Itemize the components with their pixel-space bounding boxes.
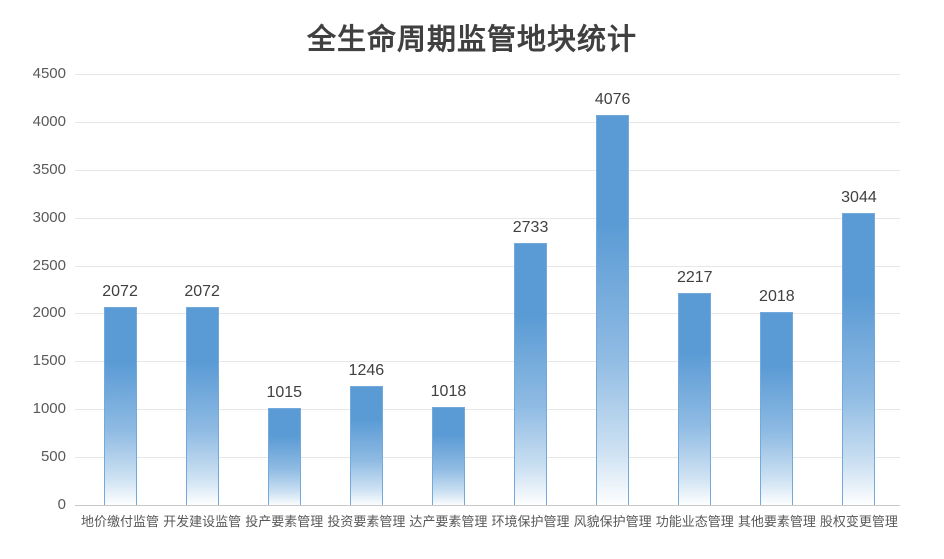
x-axis-category-label: 股权变更管理 [819,514,898,529]
x-axis-category-label: 功能业态管理 [655,514,734,529]
bar-value-label: 2072 [102,282,138,300]
bar-投资要素管理 [349,385,383,506]
x-axis-category-label: 其他要素管理 [737,514,816,529]
bar-value-label: 2072 [184,282,220,300]
x-axis-category-label: 达产要素管理 [409,514,488,529]
bar-value-label: 4076 [594,90,631,108]
y-gridline [75,361,900,363]
y-gridline [75,265,900,267]
bar-投产要素管理 [267,407,301,506]
bar-value-label: 1246 [348,361,385,379]
y-gridline [75,409,900,411]
y-axis-tick-label: 3000 [32,208,66,226]
y-gridline [75,457,900,459]
bar-value-label: 2217 [676,268,713,286]
bar-风貌保护管理 [596,114,630,506]
y-gridline [75,169,900,171]
chart-title: 全生命周期监管地块统计 [306,24,637,56]
x-axis-category-label: 投产要素管理 [245,514,324,529]
y-axis-tick-label: 1000 [32,400,66,418]
x-axis-category-label: 投资要素管理 [327,514,406,529]
bar-开发建设监管 [185,306,219,506]
bar-功能业态管理 [678,292,712,506]
bar-value-label: 3044 [841,189,877,207]
y-axis-tick-label: 2000 [32,304,66,322]
x-axis-category-label: 环境保护管理 [491,514,570,529]
y-axis-tick-label: 1500 [32,352,66,370]
bar-value-label: 1015 [266,383,303,401]
bar-其他要素管理 [760,311,794,506]
bar-value-label: 2018 [759,287,795,305]
y-axis-tick-label: 500 [40,448,66,466]
y-axis-tick-label: 0 [57,496,66,513]
bar-value-label: 2733 [512,219,549,237]
bar-地价缴付监管 [103,306,137,506]
y-gridline [75,313,900,315]
x-axis-category-label: 风貌保护管理 [573,514,652,529]
bar-环境保护管理 [514,243,548,506]
y-gridline [75,121,900,123]
y-gridline [75,74,900,75]
bar-value-label: 1018 [430,383,467,401]
x-axis-line-overlay [75,505,900,506]
y-axis-tick-label: 3500 [32,160,66,178]
bar-达产要素管理 [431,407,465,506]
y-axis-tick-label: 4500 [32,65,66,82]
bar-股权变更管理 [842,213,876,506]
x-axis-category-label: 开发建设监管 [163,514,242,529]
x-axis-category-label: 地价缴付监管 [81,514,160,529]
y-axis-tick-label: 4000 [32,112,66,130]
y-gridline [75,217,900,219]
y-axis-tick-label: 2500 [32,256,66,274]
